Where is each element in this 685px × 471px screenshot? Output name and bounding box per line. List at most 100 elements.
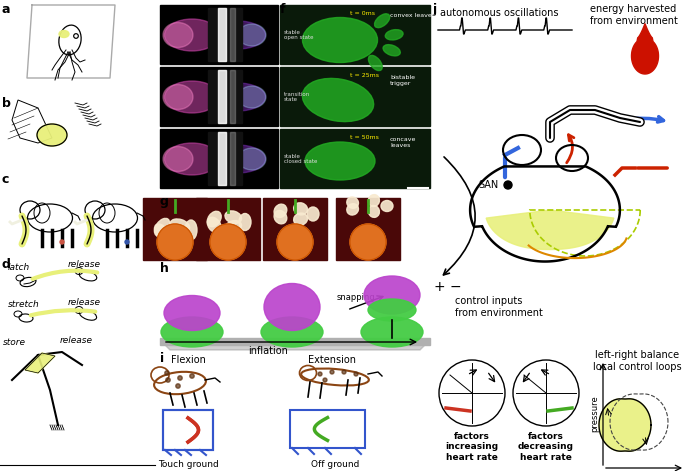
Ellipse shape xyxy=(305,142,375,180)
Polygon shape xyxy=(160,338,430,345)
Ellipse shape xyxy=(164,143,219,175)
Ellipse shape xyxy=(385,30,403,40)
Text: factors
decreasing
heart rate: factors decreasing heart rate xyxy=(518,432,574,462)
Ellipse shape xyxy=(239,213,251,230)
Polygon shape xyxy=(208,8,242,61)
Text: Extension: Extension xyxy=(308,355,356,365)
Text: release: release xyxy=(68,260,101,269)
Text: store: store xyxy=(3,338,26,347)
Text: latch: latch xyxy=(8,263,30,272)
Ellipse shape xyxy=(238,24,266,46)
Text: f: f xyxy=(280,3,286,16)
Ellipse shape xyxy=(154,224,170,242)
Circle shape xyxy=(323,378,327,382)
Ellipse shape xyxy=(375,14,390,28)
Text: bistable
trigger: bistable trigger xyxy=(390,75,415,86)
Polygon shape xyxy=(336,198,400,260)
Text: i: i xyxy=(160,352,164,365)
Ellipse shape xyxy=(238,148,266,170)
Polygon shape xyxy=(160,129,278,188)
Ellipse shape xyxy=(347,203,358,215)
Circle shape xyxy=(342,370,346,374)
Ellipse shape xyxy=(294,203,308,215)
Ellipse shape xyxy=(164,19,219,51)
Text: factors
increasing
heart rate: factors increasing heart rate xyxy=(445,432,499,462)
Ellipse shape xyxy=(361,317,423,347)
Circle shape xyxy=(165,371,169,375)
Text: Touch ground: Touch ground xyxy=(158,460,219,469)
Ellipse shape xyxy=(163,146,193,171)
Circle shape xyxy=(350,224,386,260)
Ellipse shape xyxy=(261,317,323,347)
Text: h: h xyxy=(160,262,169,275)
Ellipse shape xyxy=(37,124,67,146)
Ellipse shape xyxy=(210,21,266,49)
Ellipse shape xyxy=(368,299,416,321)
Ellipse shape xyxy=(225,211,242,223)
Circle shape xyxy=(125,240,129,244)
Text: transition
state: transition state xyxy=(284,91,310,102)
Text: t = 25ms: t = 25ms xyxy=(350,73,379,78)
Ellipse shape xyxy=(59,31,69,38)
Ellipse shape xyxy=(347,197,358,208)
Ellipse shape xyxy=(364,276,420,314)
Ellipse shape xyxy=(225,220,242,233)
Text: stretch: stretch xyxy=(8,300,40,309)
Circle shape xyxy=(178,376,182,380)
Circle shape xyxy=(157,224,193,260)
Text: control inputs
from environment: control inputs from environment xyxy=(455,296,543,317)
Ellipse shape xyxy=(164,81,219,113)
Text: stable
closed state: stable closed state xyxy=(284,154,317,164)
Ellipse shape xyxy=(381,201,393,211)
Ellipse shape xyxy=(274,204,287,218)
Circle shape xyxy=(75,35,77,37)
Text: t = 0ms: t = 0ms xyxy=(350,11,375,16)
Ellipse shape xyxy=(302,78,373,122)
Ellipse shape xyxy=(383,45,400,56)
Ellipse shape xyxy=(369,56,382,71)
Ellipse shape xyxy=(303,17,377,63)
Polygon shape xyxy=(143,198,207,260)
Text: autonomous oscillations: autonomous oscillations xyxy=(440,8,558,18)
Polygon shape xyxy=(218,132,226,185)
Text: convex leaves: convex leaves xyxy=(390,13,435,18)
Polygon shape xyxy=(230,132,235,185)
Ellipse shape xyxy=(208,211,221,227)
Circle shape xyxy=(166,378,170,382)
Polygon shape xyxy=(632,24,658,74)
Text: energy harvested
from environment: energy harvested from environment xyxy=(590,4,678,25)
Polygon shape xyxy=(208,70,242,123)
Circle shape xyxy=(354,372,358,376)
Polygon shape xyxy=(280,5,430,64)
Text: +: + xyxy=(434,280,446,294)
Text: j: j xyxy=(432,3,436,16)
Text: pressure: pressure xyxy=(590,396,599,432)
Ellipse shape xyxy=(238,86,266,108)
Polygon shape xyxy=(165,345,425,350)
Polygon shape xyxy=(486,210,614,250)
Polygon shape xyxy=(196,198,260,260)
Text: −: − xyxy=(450,280,462,294)
Polygon shape xyxy=(230,70,235,123)
Polygon shape xyxy=(280,129,430,188)
Text: a: a xyxy=(2,3,10,16)
Ellipse shape xyxy=(163,84,193,109)
Text: release: release xyxy=(60,336,93,345)
Polygon shape xyxy=(218,70,226,123)
Ellipse shape xyxy=(264,284,320,331)
Polygon shape xyxy=(160,67,278,126)
Text: inflation: inflation xyxy=(248,346,288,356)
Ellipse shape xyxy=(369,195,379,206)
Text: Flexion: Flexion xyxy=(171,355,206,365)
Polygon shape xyxy=(230,8,235,61)
Ellipse shape xyxy=(210,83,266,111)
Ellipse shape xyxy=(154,219,170,236)
Ellipse shape xyxy=(171,219,190,232)
Ellipse shape xyxy=(208,217,221,233)
Ellipse shape xyxy=(171,228,190,241)
Ellipse shape xyxy=(210,145,266,173)
Circle shape xyxy=(60,240,64,244)
Text: b: b xyxy=(2,97,11,110)
Text: 2 cm: 2 cm xyxy=(410,191,425,196)
Ellipse shape xyxy=(274,211,287,224)
